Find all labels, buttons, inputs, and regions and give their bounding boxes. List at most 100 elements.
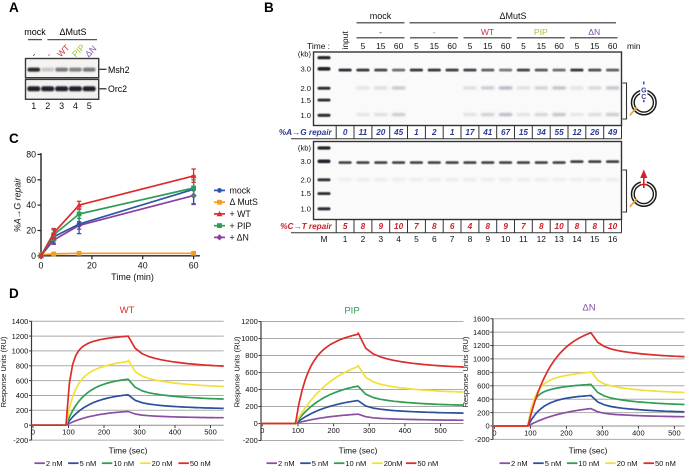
svg-text:1000: 1000 [473, 355, 490, 364]
svg-text:100: 100 [292, 426, 305, 435]
svg-text:3: 3 [59, 101, 64, 111]
svg-text:60: 60 [608, 41, 618, 51]
svg-text:0: 0 [486, 422, 490, 431]
svg-text:200: 200 [245, 402, 258, 411]
svg-text:800: 800 [16, 362, 29, 371]
svg-text:10: 10 [555, 222, 565, 231]
svg-text:Δ MutS: Δ MutS [230, 197, 258, 207]
svg-text:(kb): (kb) [298, 50, 312, 59]
svg-text:200: 200 [16, 406, 29, 415]
svg-text:40: 40 [26, 200, 36, 210]
svg-text:500: 500 [204, 428, 217, 437]
svg-text:5: 5 [343, 222, 348, 231]
svg-text:55: 55 [555, 128, 565, 137]
svg-text:2.0: 2.0 [300, 84, 311, 93]
svg-text:mock: mock [230, 186, 252, 196]
svg-text:40: 40 [138, 260, 148, 270]
svg-text:300: 300 [363, 426, 376, 435]
svg-text:WT: WT [481, 27, 495, 37]
svg-text:0: 0 [39, 260, 44, 270]
svg-text:50 nM: 50 nM [417, 459, 438, 468]
svg-text:3.0: 3.0 [300, 65, 311, 74]
svg-text:0: 0 [260, 426, 264, 435]
svg-text:7: 7 [521, 222, 526, 231]
svg-text:Response Units (RU): Response Units (RU) [232, 336, 241, 407]
svg-text:200: 200 [560, 428, 573, 437]
svg-text:5: 5 [521, 41, 526, 51]
svg-text:400: 400 [632, 428, 645, 437]
svg-text:15: 15 [519, 128, 529, 137]
svg-text:300: 300 [596, 428, 609, 437]
svg-text:Time (sec): Time (sec) [339, 445, 378, 455]
svg-text:8: 8 [468, 234, 473, 244]
svg-text:PIP: PIP [534, 27, 548, 37]
svg-text:800: 800 [245, 351, 258, 360]
svg-text:Time (sec): Time (sec) [109, 445, 148, 455]
svg-text:16: 16 [608, 234, 618, 244]
svg-text:15: 15 [483, 41, 493, 51]
svg-text:5: 5 [87, 101, 92, 111]
svg-text:1000: 1000 [241, 334, 258, 343]
svg-text:5: 5 [414, 41, 419, 51]
svg-text:60: 60 [394, 41, 404, 51]
svg-text:60: 60 [501, 41, 511, 51]
svg-text:%C→T repair: %C→T repair [280, 222, 332, 231]
svg-text:10 nM: 10 nM [113, 459, 134, 468]
svg-text:5: 5 [361, 41, 366, 51]
svg-text:+ WT: + WT [230, 209, 252, 219]
svg-text:-: - [379, 27, 382, 37]
svg-text:17: 17 [465, 128, 475, 137]
svg-text:60: 60 [26, 175, 36, 185]
svg-text:10 nM: 10 nM [345, 459, 366, 468]
svg-text:600: 600 [477, 382, 490, 391]
svg-text:8: 8 [593, 222, 598, 231]
svg-text:-200: -200 [13, 436, 28, 445]
svg-text:60: 60 [554, 41, 564, 51]
svg-text:M: M [321, 234, 328, 244]
svg-text:1.5: 1.5 [300, 189, 311, 198]
svg-text:1.0: 1.0 [300, 111, 311, 120]
svg-text:ΔN: ΔN [588, 27, 600, 37]
svg-text:+ PIP: + PIP [230, 221, 252, 231]
svg-text:15: 15 [590, 234, 600, 244]
svg-text:8: 8 [361, 222, 366, 231]
svg-text:80: 80 [26, 150, 36, 160]
svg-text:4: 4 [73, 101, 78, 111]
svg-text:13: 13 [554, 234, 564, 244]
svg-text:-200: -200 [243, 436, 258, 445]
svg-text:-200: -200 [475, 435, 490, 444]
svg-text:20 nM: 20 nM [617, 459, 638, 468]
svg-text:15: 15 [376, 41, 386, 51]
svg-text:5 nM: 5 nM [312, 459, 329, 468]
svg-text:10: 10 [501, 234, 511, 244]
svg-text:0: 0 [492, 428, 496, 437]
svg-text:5 nM: 5 nM [80, 459, 97, 468]
svg-text:15: 15 [590, 41, 600, 51]
svg-text:100: 100 [524, 428, 537, 437]
svg-text:1600: 1600 [473, 314, 490, 323]
svg-text:10: 10 [608, 222, 618, 231]
svg-text:1.5: 1.5 [300, 96, 311, 105]
svg-text:C: C [641, 94, 646, 101]
svg-text:1: 1 [31, 101, 36, 111]
svg-text:41: 41 [482, 128, 493, 137]
svg-text:20: 20 [375, 128, 386, 137]
svg-text:67: 67 [501, 128, 511, 137]
svg-text:Time (min): Time (min) [111, 272, 154, 282]
svg-text:600: 600 [245, 368, 258, 377]
svg-text:G: G [641, 87, 647, 94]
svg-text:20 nM: 20 nM [152, 459, 173, 468]
svg-text:14: 14 [572, 234, 582, 244]
svg-text:600: 600 [16, 376, 29, 385]
svg-text:9: 9 [503, 222, 508, 231]
svg-text:8: 8 [539, 222, 544, 231]
svg-text:400: 400 [399, 426, 412, 435]
svg-text:Response Units (RU): Response Units (RU) [0, 336, 8, 407]
svg-text:3.0: 3.0 [300, 157, 311, 166]
svg-text:400: 400 [245, 385, 258, 394]
svg-text:20: 20 [87, 260, 97, 270]
svg-text:4: 4 [467, 222, 473, 231]
svg-text:3: 3 [378, 234, 383, 244]
svg-text:(kb): (kb) [298, 144, 312, 153]
svg-text:800: 800 [477, 368, 490, 377]
